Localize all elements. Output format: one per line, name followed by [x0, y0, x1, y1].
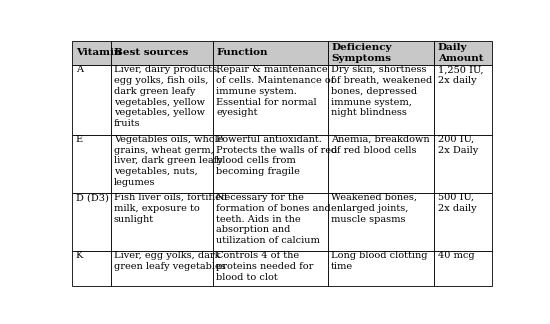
Text: E: E — [75, 135, 82, 144]
Bar — [328, 41, 435, 65]
Text: A: A — [75, 65, 82, 74]
Bar — [213, 134, 328, 193]
Bar — [111, 65, 213, 134]
Bar — [213, 193, 328, 251]
Bar — [72, 65, 111, 134]
Bar — [328, 193, 435, 251]
Text: Anemia, breakdown
of red blood cells: Anemia, breakdown of red blood cells — [331, 135, 430, 155]
Bar — [72, 193, 111, 251]
Text: Weakened bones,
enlarged joints,
muscle spasms: Weakened bones, enlarged joints, muscle … — [331, 193, 417, 224]
Bar — [434, 41, 492, 65]
Text: Dry skin, shortness
of breath, weakened
bones, depressed
immune system,
night bl: Dry skin, shortness of breath, weakened … — [331, 65, 432, 117]
Bar — [111, 134, 213, 193]
Text: 40 mcg: 40 mcg — [438, 251, 475, 260]
Bar — [111, 251, 213, 286]
Bar — [111, 193, 213, 251]
Bar — [434, 251, 492, 286]
Bar — [72, 251, 111, 286]
Bar — [111, 41, 213, 65]
Text: K: K — [75, 251, 83, 260]
Text: Liver, dairy products,
egg yolks, fish oils,
dark green leafy
vegetables, yellow: Liver, dairy products, egg yolks, fish o… — [114, 65, 220, 128]
Text: Long blood clotting
time: Long blood clotting time — [331, 251, 427, 271]
Bar — [213, 251, 328, 286]
Bar — [72, 134, 111, 193]
Text: Function: Function — [216, 48, 268, 57]
Text: Liver, egg yolks, dark
green leafy vegetables: Liver, egg yolks, dark green leafy veget… — [114, 251, 226, 271]
Text: Vitamin: Vitamin — [75, 48, 121, 57]
Text: 500 IU,
2x daily: 500 IU, 2x daily — [438, 193, 476, 213]
Text: D (D3): D (D3) — [75, 193, 108, 202]
Bar — [213, 65, 328, 134]
Text: Daily
Amount: Daily Amount — [438, 43, 483, 63]
Bar — [434, 134, 492, 193]
Text: Controls 4 of the
proteins needed for
blood to clot: Controls 4 of the proteins needed for bl… — [216, 251, 314, 282]
Text: Fish liver oils, fortified
milk, exposure to
sunlight: Fish liver oils, fortified milk, exposur… — [114, 193, 227, 224]
Bar — [328, 65, 435, 134]
Bar — [434, 65, 492, 134]
Text: Repair & maintenance
of cells. Maintenance of
immune system.
Essential for norma: Repair & maintenance of cells. Maintenan… — [216, 65, 334, 117]
Text: Deficiency
Symptoms: Deficiency Symptoms — [331, 43, 392, 63]
Text: Powerful antioxidant.
Protects the walls of red
blood cells from
becoming fragil: Powerful antioxidant. Protects the walls… — [216, 135, 337, 176]
Bar — [434, 193, 492, 251]
Bar — [213, 41, 328, 65]
Bar — [328, 134, 435, 193]
Text: Best sources: Best sources — [114, 48, 188, 57]
Text: Necessary for the
formation of bones and
teeth. Aids in the
absorption and
utili: Necessary for the formation of bones and… — [216, 193, 331, 245]
Text: 200 IU,
2x Daily: 200 IU, 2x Daily — [438, 135, 478, 155]
Text: 1,250 IU,
2x daily: 1,250 IU, 2x daily — [438, 65, 483, 85]
Bar — [72, 41, 111, 65]
Bar — [328, 251, 435, 286]
Text: Vegetables oils, whole
grains, wheat germ,
liver, dark green leafy
vegetables, n: Vegetables oils, whole grains, wheat ger… — [114, 135, 223, 187]
